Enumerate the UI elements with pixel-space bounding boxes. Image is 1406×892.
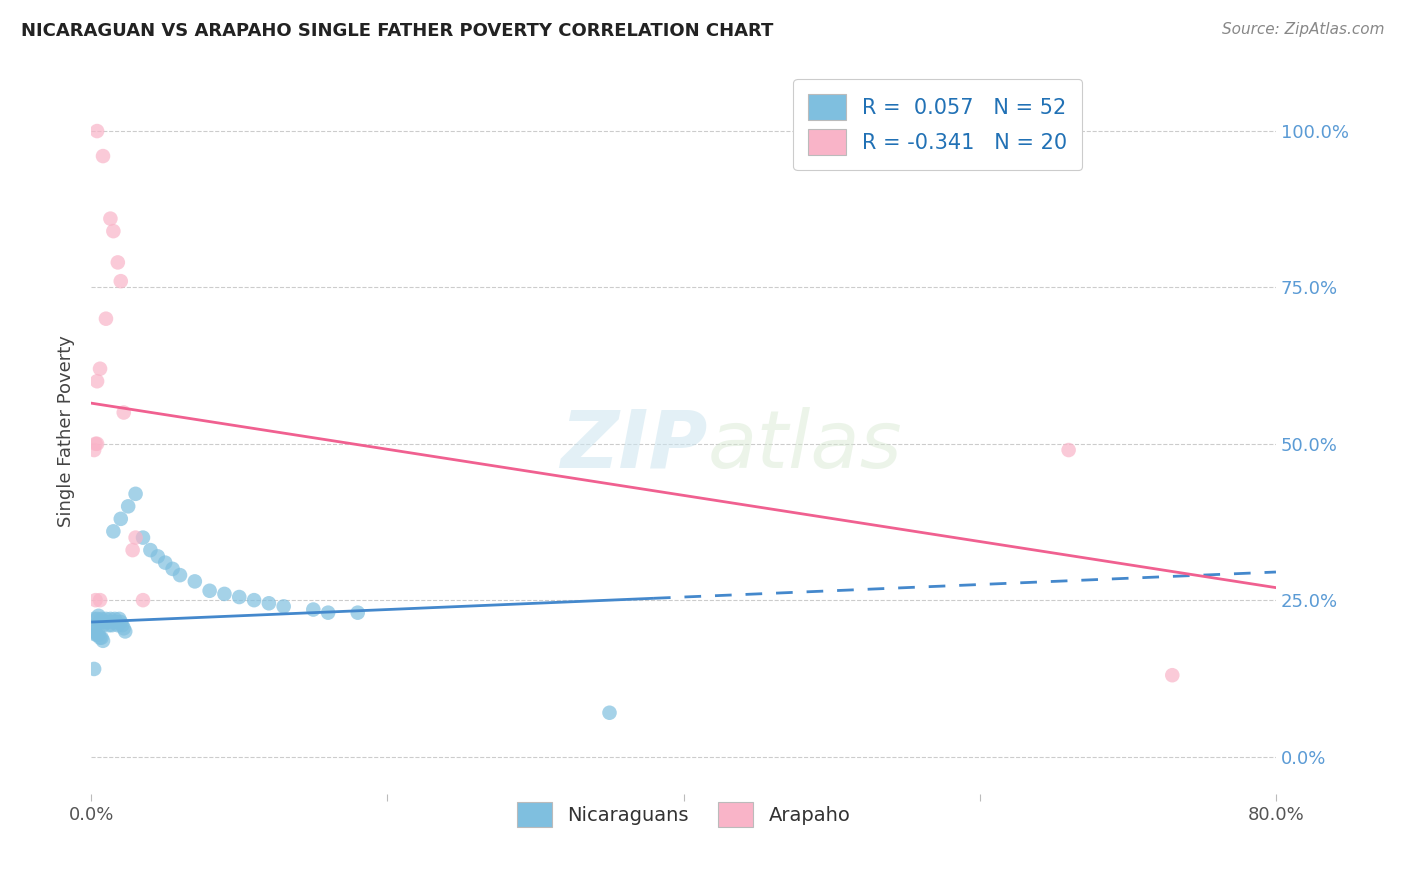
Point [86,627,108,641]
Point [107,255,129,269]
Point [91,149,114,163]
Point [84,624,107,639]
Text: NICARAGUAN VS ARAPAHO SINGLE FATHER POVERTY CORRELATION CHART: NICARAGUAN VS ARAPAHO SINGLE FATHER POVE… [21,22,773,40]
Point [124,487,146,501]
Point [89,361,111,376]
Legend: Nicaraguans, Arapaho: Nicaraguans, Arapaho [509,795,858,835]
Point [112,621,135,635]
Point [132,593,155,607]
Point [87,608,110,623]
Point [214,587,236,601]
Point [100,612,122,626]
Point [346,606,368,620]
Point [228,590,250,604]
Point [153,556,176,570]
Point [599,706,621,720]
Point [103,524,125,539]
Point [103,615,125,629]
Point [86,612,108,626]
Point [111,618,134,632]
Point [91,618,114,632]
Point [184,574,207,589]
Point [84,437,107,451]
Point [169,568,191,582]
Text: atlas: atlas [707,407,903,484]
Point [86,437,108,451]
Point [105,615,128,629]
Point [108,612,131,626]
Point [110,615,132,629]
Point [316,606,339,620]
Y-axis label: Single Father Poverty: Single Father Poverty [58,335,75,527]
Point [101,618,124,632]
Point [124,531,146,545]
Point [90,631,112,645]
Point [273,599,295,614]
Point [91,633,114,648]
Point [162,562,184,576]
Point [1057,443,1080,458]
Point [94,311,117,326]
Point [243,593,266,607]
Point [110,512,132,526]
Point [1161,668,1184,682]
Point [110,274,132,288]
Point [83,624,105,639]
Point [132,531,155,545]
Point [87,627,110,641]
Point [94,612,117,626]
Point [90,612,112,626]
Point [89,631,111,645]
Point [117,500,139,514]
Point [86,124,108,138]
Point [83,612,105,626]
Text: Source: ZipAtlas.com: Source: ZipAtlas.com [1222,22,1385,37]
Point [93,615,115,629]
Point [89,593,111,607]
Point [96,615,118,629]
Point [112,405,135,419]
Point [257,596,280,610]
Point [86,374,108,388]
Point [84,627,107,641]
Point [107,618,129,632]
Point [83,662,105,676]
Point [114,624,136,639]
Text: ZIP: ZIP [560,407,707,484]
Point [89,615,111,629]
Point [100,211,122,226]
Point [198,583,221,598]
Point [84,618,107,632]
Point [146,549,169,564]
Point [139,543,162,558]
Point [84,593,107,607]
Point [97,618,120,632]
Point [121,543,143,558]
Point [103,224,125,238]
Point [83,443,105,458]
Point [302,602,325,616]
Point [104,612,127,626]
